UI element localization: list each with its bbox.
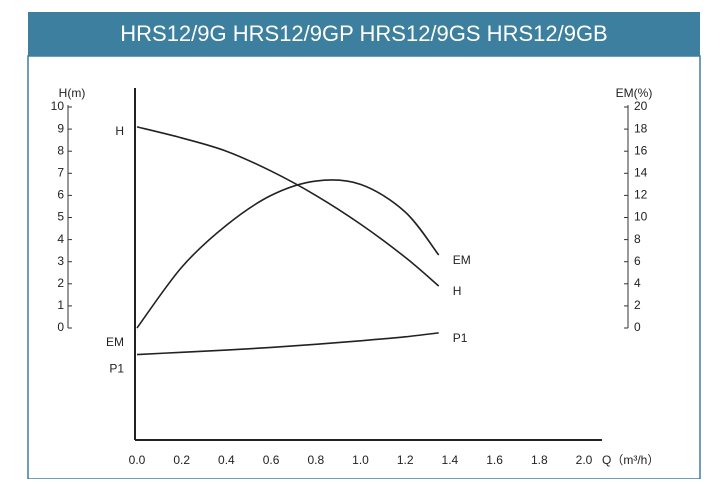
y2-tick-label: 14 (634, 165, 648, 179)
curve-end-label: H (453, 284, 462, 298)
y-tick-label: 6 (57, 188, 64, 202)
x-tick-label: 1.4 (442, 453, 459, 467)
header-bar (28, 12, 700, 56)
curve-end-label: P1 (453, 331, 468, 345)
y2-axis-label: EM(%) (616, 86, 653, 100)
y-axis-label: H(m) (59, 86, 86, 100)
x-tick-label: 0.6 (263, 453, 280, 467)
x-tick-label: 1.6 (486, 453, 503, 467)
y2-tick-label: 0 (634, 320, 641, 334)
y-tick-label: 2 (57, 276, 64, 290)
curve (136, 179, 440, 329)
y-tick-label: 4 (57, 232, 64, 246)
curve-start-label: H (115, 124, 124, 138)
x-tick-label: 1.0 (352, 453, 369, 467)
y2-tick-label: 20 (634, 99, 648, 113)
curve-start-label: P1 (109, 362, 124, 376)
y2-tick-label: 16 (634, 143, 648, 157)
chart-frame (27, 55, 701, 480)
y-tick-label: 0 (57, 320, 64, 334)
y2-tick-label: 2 (634, 298, 641, 312)
x-tick-label: 2.0 (576, 453, 593, 467)
x-tick-label: 0.2 (173, 453, 190, 467)
curve (136, 126, 440, 287)
y-tick-label: 1 (57, 298, 64, 312)
x-tick-label: 0.8 (307, 453, 324, 467)
y-tick-label: 8 (57, 143, 64, 157)
y-tick-label: 7 (57, 165, 64, 179)
y2-tick-label: 18 (634, 121, 648, 135)
x-axis-label: Q（m³/h） (602, 453, 659, 467)
curve-start-label: EM (106, 335, 124, 349)
y-tick-label: 5 (57, 210, 64, 224)
x-tick-label: 1.2 (397, 453, 414, 467)
y2-tick-label: 12 (634, 188, 648, 202)
y2-tick-label: 8 (634, 232, 641, 246)
y-tick-label: 10 (51, 99, 65, 113)
x-tick-label: 1.8 (531, 453, 548, 467)
curve (136, 332, 439, 356)
curve-end-label: EM (453, 253, 471, 267)
x-tick-label: 0.0 (129, 453, 146, 467)
chart-title: HRS12/9G HRS12/9GP HRS12/9GS HRS12/9GB (120, 21, 607, 46)
y-tick-label: 9 (57, 121, 64, 135)
y2-tick-label: 10 (634, 210, 648, 224)
x-tick-label: 0.4 (218, 453, 235, 467)
y2-tick-label: 6 (634, 254, 641, 268)
y-tick-label: 3 (57, 254, 64, 268)
y2-tick-label: 4 (634, 276, 641, 290)
